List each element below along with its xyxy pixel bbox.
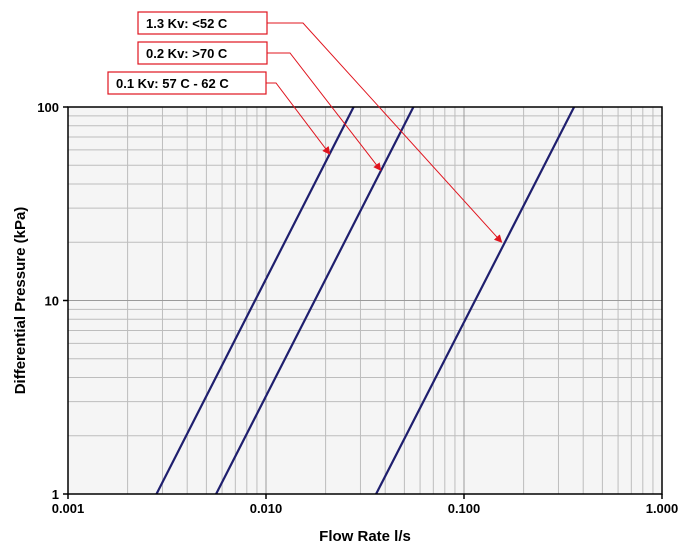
series-line-1	[155, 106, 355, 495]
series-line-3	[375, 106, 576, 495]
x-tick-label: 0.001	[52, 501, 85, 516]
callout-label: 1.3 Kv: <52 C	[146, 16, 228, 31]
x-tick-label: 0.010	[250, 501, 283, 516]
callout-arrow	[266, 82, 331, 155]
y-axis-title: Differential Pressure (kPa)	[12, 207, 29, 395]
callout-2: 0.2 Kv: >70 C	[137, 41, 382, 172]
callout-label: 0.2 Kv: >70 C	[146, 46, 228, 61]
tick-labels: 0.001 0.010 0.100 1.000 1 10 100	[37, 100, 678, 516]
x-tick-label: 1.000	[646, 501, 679, 516]
x-tick-label: 0.100	[448, 501, 481, 516]
y-tick-label: 10	[45, 294, 59, 309]
callout-label: 0.1 Kv: 57 C - 62 C	[116, 76, 229, 91]
y-tick-label: 100	[37, 100, 59, 115]
callout-1: 1.3 Kv: <52 C	[137, 11, 503, 243]
callouts: 1.3 Kv: <52 C 0.2 Kv: >70 C 0.1 Kv: 57 C -…	[107, 11, 503, 243]
series-layer	[155, 106, 576, 495]
axes	[63, 106, 663, 499]
y-tick-label: 1	[52, 487, 59, 502]
callout-3: 0.1 Kv: 57 C - 62 C	[107, 71, 331, 155]
x-axis-title: Flow Rate l/s	[319, 528, 411, 545]
callout-arrow	[267, 52, 382, 172]
grid	[67, 106, 663, 495]
series-line-2	[215, 106, 415, 495]
callout-arrow	[267, 22, 503, 243]
